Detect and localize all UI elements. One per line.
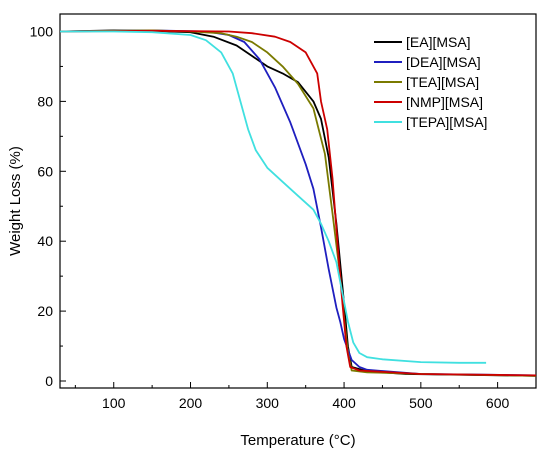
- y-tick-label: 40: [37, 233, 53, 249]
- legend-label: [TEPA][MSA]: [406, 114, 487, 130]
- x-tick-label: 100: [102, 395, 126, 411]
- y-axis-ticks: 0 20 40 60 80 100: [30, 23, 66, 389]
- legend-label: [DEA][MSA]: [406, 54, 481, 70]
- x-tick-label: 500: [409, 395, 433, 411]
- legend-label: [EA][MSA]: [406, 34, 471, 50]
- series-line-4: [59, 29, 537, 377]
- series-line-5: [60, 30, 487, 364]
- plot-frame: [59, 13, 537, 389]
- y-tick-label: 80: [37, 93, 53, 109]
- x-tick-label: 600: [486, 395, 510, 411]
- x-tick-label: 200: [179, 395, 203, 411]
- series-layer: [59, 29, 537, 377]
- y-axis-label: Weight Loss (%): [7, 146, 24, 256]
- y-tick-label: 20: [37, 303, 53, 319]
- y-tick-label: 60: [37, 163, 53, 179]
- x-tick-label: 400: [332, 395, 356, 411]
- y-tick-label: 100: [30, 23, 54, 39]
- y-tick-label: 0: [45, 373, 53, 389]
- x-axis-ticks: 100 200 300 400 500 600: [74, 382, 537, 411]
- series-line-2: [59, 29, 537, 377]
- legend-label: [TEA][MSA]: [406, 74, 479, 90]
- x-axis-label: Temperature (°C): [240, 432, 355, 449]
- legend: [EA][MSA] [DEA][MSA] [TEA][MSA] [NMP][MSA] […: [374, 34, 487, 130]
- legend-label: [NMP][MSA]: [406, 94, 483, 110]
- x-tick-label: 300: [256, 395, 280, 411]
